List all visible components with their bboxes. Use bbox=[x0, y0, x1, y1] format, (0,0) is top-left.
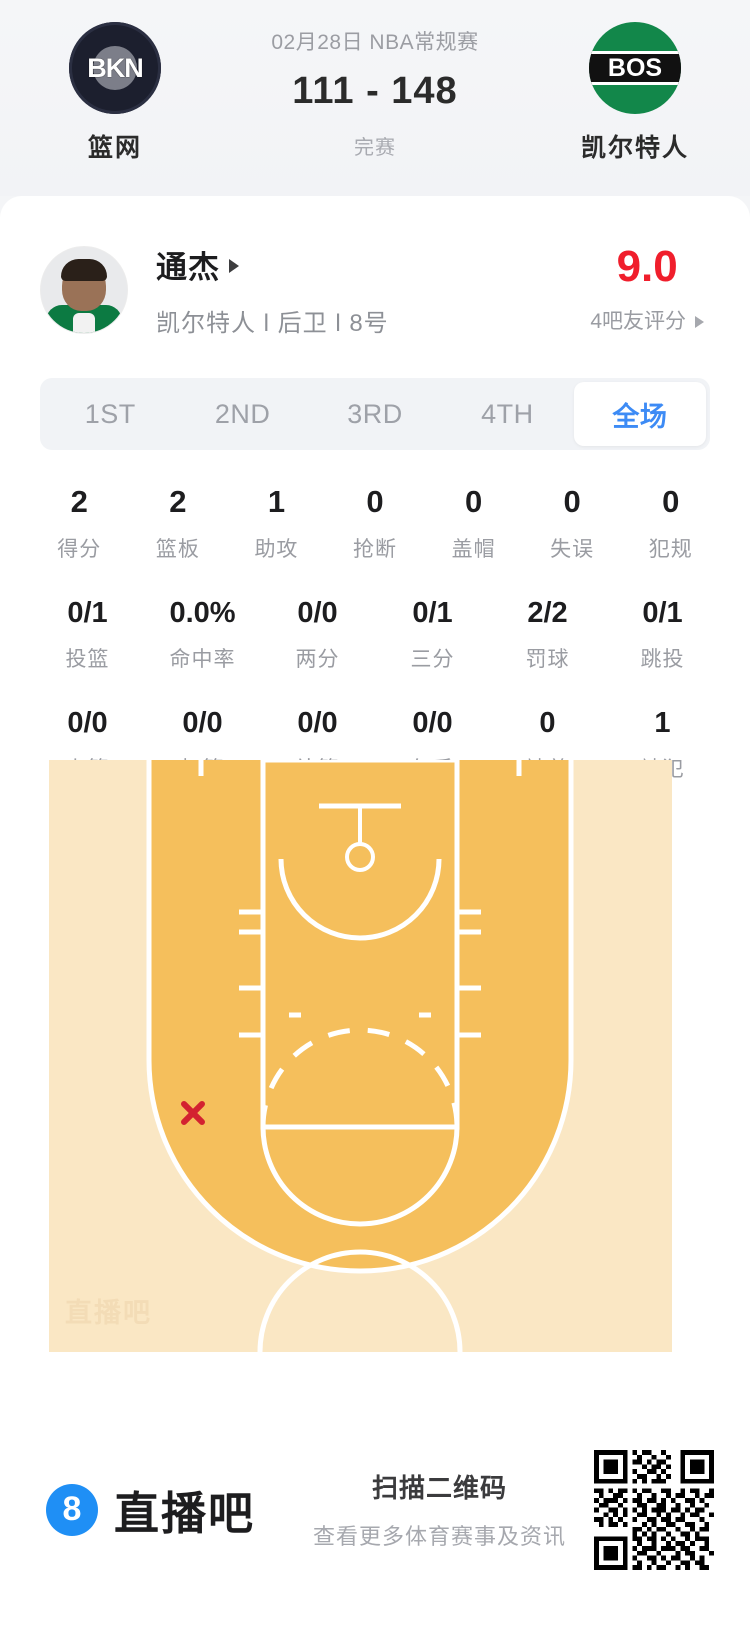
stat-label: 罚球 bbox=[525, 648, 570, 671]
stat-twopoint: 0/0 两分 bbox=[260, 597, 375, 673]
match-status: 完赛 bbox=[354, 137, 396, 159]
rating-label: 4吧友评分 bbox=[590, 310, 686, 333]
court-diagram bbox=[49, 760, 672, 1352]
player-name-row[interactable]: 通杰 bbox=[156, 242, 590, 287]
stat-label: 盖帽 bbox=[451, 538, 496, 561]
stat-value: 0 bbox=[662, 484, 680, 519]
home-team[interactable]: BOS 凯尔特人 bbox=[520, 0, 750, 164]
qr-caption: 扫描二维码 查看更多体育赛事及资讯 bbox=[313, 1468, 594, 1551]
stat-label: 三分 bbox=[410, 648, 455, 671]
stat-label: 投篮 bbox=[65, 648, 110, 671]
away-team-name: 篮网 bbox=[87, 134, 142, 162]
scoreboard-header: BKN 篮网 02月28日 NBA常规赛 111 - 148 完赛 BOS 凯尔… bbox=[0, 0, 750, 196]
stat-value: 0/1 bbox=[67, 597, 108, 629]
home-team-abbr: BOS bbox=[607, 53, 663, 82]
stat-value: 0/0 bbox=[297, 597, 338, 629]
court-watermark: 直播吧 bbox=[65, 1298, 152, 1328]
stat-row-basic: 2 得分 2 篮板 1 助攻 0 抢断 0 盖帽 0 失误 0 犯规 bbox=[30, 484, 720, 563]
stat-value: 0/0 bbox=[182, 707, 223, 739]
player-name: 通杰 bbox=[156, 250, 220, 285]
stat-label: 命中率 bbox=[169, 648, 236, 671]
player-detail: 凯尔特人 l 后卫 l 8号 bbox=[156, 310, 389, 337]
qr-code-icon[interactable] bbox=[594, 1449, 714, 1570]
stat-value: 0/0 bbox=[67, 707, 108, 739]
tab-2nd[interactable]: 2ND bbox=[214, 398, 271, 429]
bos-logo-icon: BOS bbox=[589, 22, 681, 114]
stat-value: 0 bbox=[464, 484, 483, 519]
match-meta: 02月28日 NBA常规赛 bbox=[271, 31, 479, 54]
period-tabs[interactable]: 1ST 2ND 3RD 4TH 全场 bbox=[40, 378, 710, 450]
stat-value: 0/1 bbox=[412, 597, 453, 629]
tab-3rd[interactable]: 3RD bbox=[347, 398, 403, 429]
away-team-logo: BKN bbox=[69, 22, 161, 114]
tab-4th[interactable]: 4TH bbox=[481, 398, 534, 429]
chevron-right-small-icon bbox=[695, 315, 704, 328]
player-rating[interactable]: 9.0 4吧友评分 bbox=[590, 245, 710, 335]
stat-value: 1 bbox=[267, 484, 286, 519]
player-avatar bbox=[40, 246, 128, 334]
stat-turnovers: 0 失误 bbox=[523, 484, 622, 563]
stats-grid: 2 得分 2 篮板 1 助攻 0 抢断 0 盖帽 0 失误 0 犯规 0/1 投篮 0.0% 命中… bbox=[0, 484, 750, 783]
stat-value: 0/0 bbox=[297, 707, 338, 739]
stat-fgpercent: 0.0% 命中率 bbox=[145, 597, 260, 673]
stat-value: 0/0 bbox=[412, 707, 453, 739]
stat-assists: 1 助攻 bbox=[227, 484, 326, 563]
shot-chart[interactable]: 直播吧 bbox=[49, 760, 672, 1352]
stat-points: 2 得分 bbox=[30, 484, 129, 563]
stat-jumpshot: 0/1 跳投 bbox=[605, 597, 720, 673]
stat-value: 0 bbox=[366, 484, 384, 519]
stat-rebounds: 2 篮板 bbox=[129, 484, 228, 563]
shot-marker-miss bbox=[181, 1101, 205, 1125]
stat-value: 0 bbox=[563, 484, 581, 519]
tab-full[interactable]: 全场 bbox=[573, 382, 707, 446]
brand-mark-icon: 8 bbox=[46, 1483, 98, 1536]
brand-name: 直播吧 bbox=[114, 1488, 256, 1539]
stat-label: 抢断 bbox=[353, 538, 398, 561]
match-score: 111 - 148 bbox=[292, 70, 458, 112]
stat-label: 跳投 bbox=[640, 648, 685, 671]
stat-fouls: 0 犯规 bbox=[621, 484, 720, 563]
stat-row-shooting: 0/1 投篮 0.0% 命中率 0/0 两分 0/1 三分 2/2 罚球 0/1 跳投 bbox=[30, 597, 720, 673]
stat-value: 2/2 bbox=[527, 597, 568, 629]
stat-value: 0/1 bbox=[642, 597, 683, 629]
stat-blocks: 0 盖帽 bbox=[424, 484, 523, 563]
away-team-abbr: BKN bbox=[87, 52, 143, 83]
stat-value: 2 bbox=[169, 484, 187, 519]
stat-value: 0.0% bbox=[169, 597, 236, 629]
brand-logo[interactable]: 8 直播吧 bbox=[0, 1477, 255, 1542]
rating-value: 9.0 bbox=[616, 242, 678, 291]
player-meta: 通杰 凯尔特人 l 后卫 l 8号 bbox=[128, 242, 590, 338]
stat-label: 两分 bbox=[295, 648, 340, 671]
qr-subtitle: 查看更多体育赛事及资讯 bbox=[312, 1524, 566, 1549]
match-summary: 02月28日 NBA常规赛 111 - 148 完赛 bbox=[230, 0, 520, 160]
chevron-right-icon bbox=[229, 259, 239, 273]
stat-label: 犯规 bbox=[648, 538, 693, 561]
stat-steals: 0 抢断 bbox=[326, 484, 425, 563]
stat-threepoint: 0/1 三分 bbox=[375, 597, 490, 673]
player-header: 通杰 凯尔特人 l 后卫 l 8号 9.0 4吧友评分 bbox=[0, 196, 750, 338]
stat-value: 2 bbox=[70, 484, 88, 519]
tab-1st[interactable]: 1ST bbox=[84, 398, 136, 429]
stat-value: 1 bbox=[654, 707, 671, 739]
away-team[interactable]: BKN 篮网 bbox=[0, 0, 230, 164]
home-team-name: 凯尔特人 bbox=[580, 134, 689, 162]
qr-title: 扫描二维码 bbox=[371, 1473, 507, 1503]
stat-label: 失误 bbox=[550, 538, 595, 561]
stat-value: 0 bbox=[539, 707, 556, 739]
stat-label: 助攻 bbox=[254, 538, 299, 561]
stat-label: 篮板 bbox=[155, 538, 200, 561]
bkn-logo-icon: BKN bbox=[69, 22, 161, 114]
stat-freethrow: 2/2 罚球 bbox=[490, 597, 605, 673]
stat-label: 得分 bbox=[57, 538, 102, 561]
footer-bar: 8 直播吧 扫描二维码 查看更多体育赛事及资讯 bbox=[0, 1390, 750, 1629]
stat-fieldgoals: 0/1 投篮 bbox=[30, 597, 145, 673]
home-team-logo: BOS bbox=[589, 22, 681, 114]
